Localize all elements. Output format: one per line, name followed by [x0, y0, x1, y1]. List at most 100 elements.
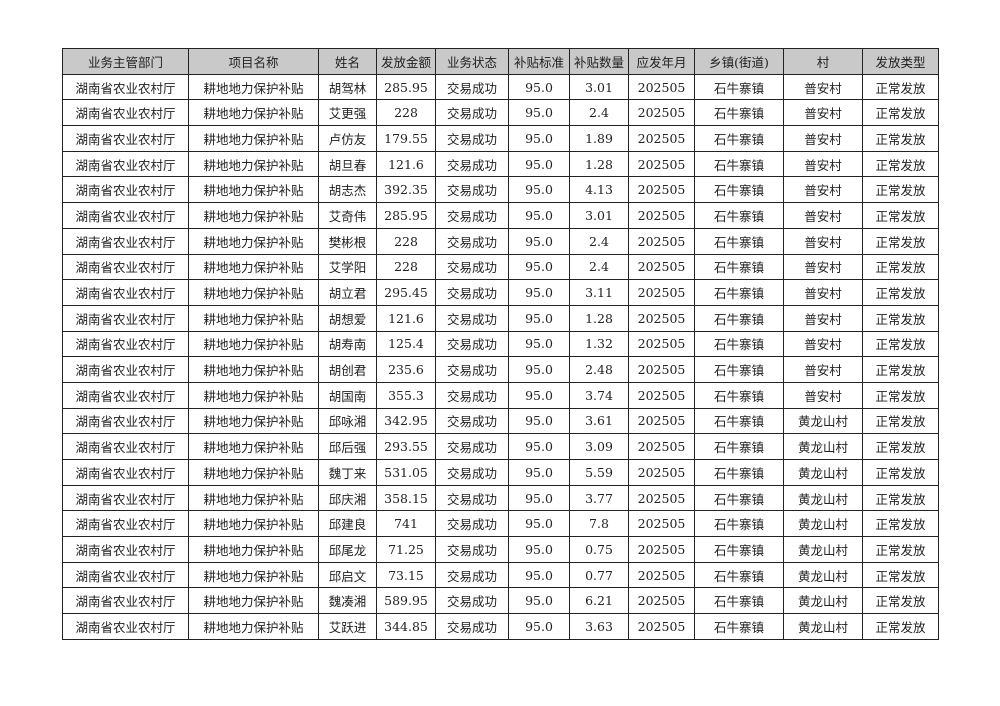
- table-cell: 2.4: [569, 253, 629, 281]
- table-cell: 3.11: [569, 279, 629, 306]
- table-row: 湖南省农业农村厅 耕地地力保护补贴 艾更强 228 交易成功 95.0 2.4 202505 石…: [62, 99, 939, 127]
- table-cell: 湖南省农业农村厅: [62, 227, 189, 255]
- table-cell: 3.09: [569, 433, 629, 460]
- header-row: 业务主管部门 项目名称 姓名 发放金额 业务状态 补贴标准 补贴数量 应发年月 乡镇(街道) 村发…: [62, 48, 939, 75]
- table-cell: 胡创君: [318, 356, 377, 383]
- table-cell: 71.25: [376, 536, 436, 563]
- table-cell: 黄龙山村: [783, 536, 863, 563]
- table-cell: 202505: [628, 150, 695, 178]
- table-cell: 正常发放: [862, 587, 939, 615]
- table-cell: 正常发放: [862, 381, 939, 409]
- table-cell: 202505: [628, 253, 695, 281]
- table-cell: 交易成功: [435, 150, 509, 178]
- table-cell: 3.61: [569, 407, 629, 435]
- table-cell: 228: [376, 99, 436, 127]
- table-row: 湖南省农业农村厅 耕地地力保护补贴 胡创君 235.6 交易成功 95.0 2.48 2025…: [62, 356, 939, 383]
- table-cell: 121.6: [376, 304, 436, 332]
- column-header: 补贴数量: [569, 48, 629, 75]
- table-cell: 耕地地力保护补贴: [188, 202, 319, 229]
- table-cell: 耕地地力保护补贴: [188, 536, 319, 563]
- table-cell: 202505: [628, 561, 695, 589]
- table-cell: 湖南省农业农村厅: [62, 279, 189, 306]
- table-cell: 石牛寨镇: [694, 613, 784, 640]
- table-cell: 正常发放: [862, 99, 939, 127]
- table-cell: 卢仿友: [318, 125, 377, 152]
- table-cell: 179.55: [376, 125, 436, 152]
- table-cell: 295.45: [376, 279, 436, 306]
- table-cell: 黄龙山村: [783, 561, 863, 589]
- table-cell: 黄龙山村: [783, 433, 863, 460]
- table-cell: 202505: [628, 99, 695, 127]
- table-cell: 普安村: [783, 99, 863, 127]
- table-cell: 202505: [628, 304, 695, 332]
- table-cell: 普安村: [783, 356, 863, 383]
- table-cell: 湖南省农业农村厅: [62, 381, 189, 409]
- table-cell: 湖南省农业农村厅: [62, 253, 189, 281]
- table-cell: 石牛寨镇: [694, 536, 784, 563]
- table-cell: 普安村: [783, 330, 863, 358]
- table-cell: 普安村: [783, 227, 863, 255]
- table-cell: 湖南省农业农村厅: [62, 330, 189, 358]
- table-cell: 202505: [628, 330, 695, 358]
- table-cell: 121.6: [376, 150, 436, 178]
- table-cell: 358.15: [376, 484, 436, 512]
- table-cell: 魏丁来: [318, 459, 377, 486]
- table-cell: 黄龙山村: [783, 587, 863, 615]
- table-cell: 正常发放: [862, 407, 939, 435]
- table-cell: 艾奇伟: [318, 202, 377, 229]
- table-cell: 95.0: [508, 202, 570, 229]
- table-cell: 3.01: [569, 73, 629, 101]
- table-cell: 黄龙山村: [783, 459, 863, 486]
- table-cell: 石牛寨镇: [694, 150, 784, 178]
- table-cell: 耕地地力保护补贴: [188, 356, 319, 383]
- table-cell: 交易成功: [435, 433, 509, 460]
- table-row: 湖南省农业农村厅 耕地地力保护补贴 邱咏湘 342.95 交易成功 95.0 3.61 202…: [62, 407, 939, 435]
- table-cell: 普安村: [783, 279, 863, 306]
- table-cell: 235.6: [376, 356, 436, 383]
- table-cell: 邱咏湘: [318, 407, 377, 435]
- table-cell: 耕地地力保护补贴: [188, 484, 319, 512]
- table-cell: 355.3: [376, 381, 436, 409]
- table-cell: 202505: [628, 433, 695, 460]
- table-row: 湖南省农业农村厅 耕地地力保护补贴 樊彬根 228 交易成功 95.0 2.4 202505 石…: [62, 227, 939, 255]
- table-cell: 胡国南: [318, 381, 377, 409]
- table-cell: 交易成功: [435, 356, 509, 383]
- table-cell: 耕地地力保护补贴: [188, 510, 319, 538]
- table-cell: 耕地地力保护补贴: [188, 330, 319, 358]
- table-cell: 耕地地力保护补贴: [188, 125, 319, 152]
- table-cell: 湖南省农业农村厅: [62, 73, 189, 101]
- table-cell: 石牛寨镇: [694, 510, 784, 538]
- table-cell: 95.0: [508, 459, 570, 486]
- table-cell: 耕地地力保护补贴: [188, 381, 319, 409]
- table-cell: 95.0: [508, 73, 570, 101]
- column-header: 发放金额: [376, 48, 436, 75]
- table-cell: 正常发放: [862, 202, 939, 229]
- table-cell: 耕地地力保护补贴: [188, 150, 319, 178]
- table-cell: 耕地地力保护补贴: [188, 407, 319, 435]
- table-cell: 73.15: [376, 561, 436, 589]
- table-cell: 95.0: [508, 279, 570, 306]
- table-cell: 741: [376, 510, 436, 538]
- table-cell: 交易成功: [435, 510, 509, 538]
- table-cell: 湖南省农业农村厅: [62, 304, 189, 332]
- table-cell: 344.85: [376, 613, 436, 640]
- table-cell: 正常发放: [862, 73, 939, 101]
- table-cell: 湖南省农业农村厅: [62, 150, 189, 178]
- table-cell: 95.0: [508, 561, 570, 589]
- table-cell: 2.4: [569, 227, 629, 255]
- table-cell: 95.0: [508, 176, 570, 204]
- table-cell: 正常发放: [862, 253, 939, 281]
- table-cell: 95.0: [508, 510, 570, 538]
- table-cell: 普安村: [783, 125, 863, 152]
- table-cell: 202505: [628, 227, 695, 255]
- table-cell: 正常发放: [862, 150, 939, 178]
- table-cell: 邱尾龙: [318, 536, 377, 563]
- table-cell: 耕地地力保护补贴: [188, 176, 319, 204]
- table-cell: 125.4: [376, 330, 436, 358]
- table-row: 湖南省农业农村厅 耕地地力保护补贴 邱后强 293.55 交易成功 95.0 3.09 202…: [62, 433, 939, 460]
- table-cell: 石牛寨镇: [694, 125, 784, 152]
- table-row: 湖南省农业农村厅 耕地地力保护补贴 胡寿南 125.4 交易成功 95.0 1.32 2025…: [62, 330, 939, 358]
- table-cell: 艾更强: [318, 99, 377, 127]
- column-header: 应发年月: [628, 48, 695, 75]
- table-cell: 樊彬根: [318, 227, 377, 255]
